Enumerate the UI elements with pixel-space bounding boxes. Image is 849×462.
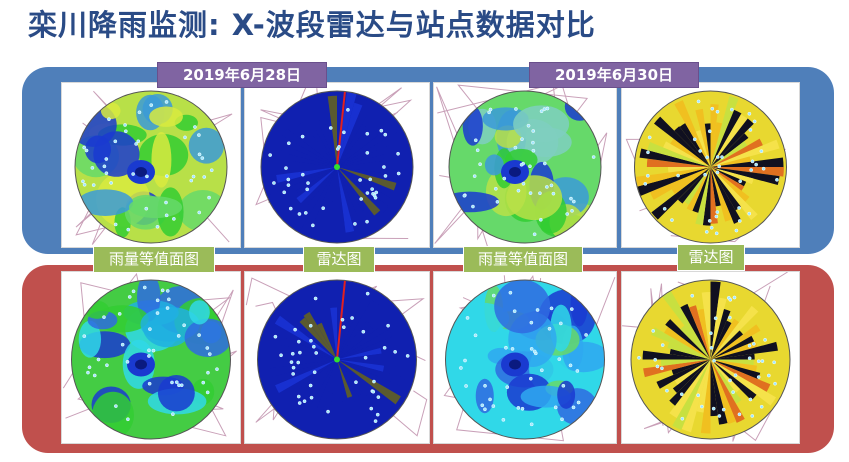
label-contour-2: 雨量等值面图 — [463, 246, 583, 273]
date-badge-june-30: 2019年6月30日 — [529, 62, 699, 88]
map-panel-top-2 — [244, 82, 430, 248]
label-radar-2: 雷达图 — [677, 244, 745, 271]
map-panel-top-3 — [433, 82, 617, 248]
map-panel-top-1 — [61, 82, 241, 248]
map-panel-top-4 — [621, 82, 800, 248]
map-graphic — [74, 90, 233, 245]
map-graphic — [255, 87, 414, 244]
map-panel-bottom-1 — [61, 271, 241, 444]
map-graphic — [443, 274, 616, 442]
map-panel-bottom-2 — [244, 271, 430, 444]
label-radar-1: 雷达图 — [303, 246, 375, 273]
map-graphic — [62, 272, 237, 440]
map-graphic — [245, 277, 428, 440]
map-panel-bottom-3 — [433, 271, 617, 444]
label-contour-1: 雨量等值面图 — [93, 246, 215, 273]
map-panel-bottom-4 — [621, 271, 800, 444]
map-graphic — [434, 83, 608, 247]
page-title: 栾川降雨监测: X-波段雷达与站点数据对比 — [28, 8, 596, 42]
map-graphic — [622, 272, 791, 442]
date-badge-june-28: 2019年6月28日 — [157, 62, 327, 88]
map-graphic — [625, 90, 787, 244]
